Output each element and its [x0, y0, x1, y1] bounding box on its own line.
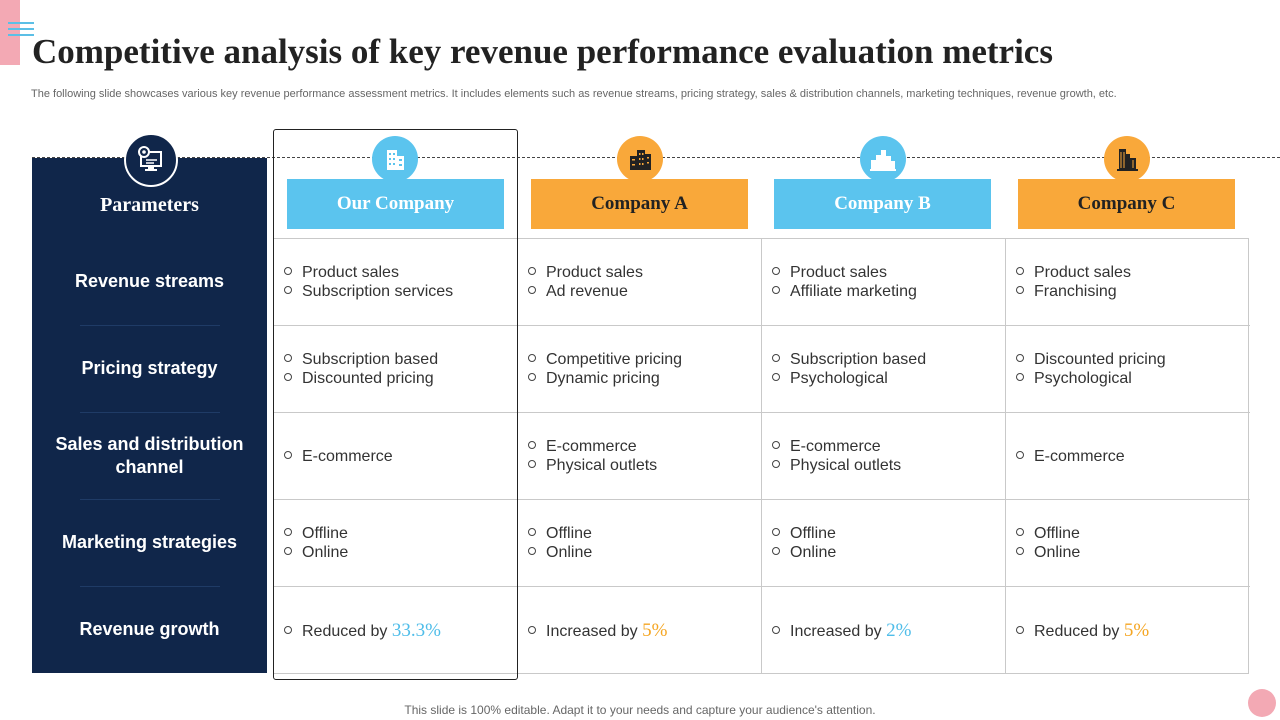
list-item: Offline	[284, 524, 517, 543]
table-cell: Offline Online	[1006, 500, 1250, 587]
list-item: E-commerce	[1016, 447, 1250, 466]
list-item: Physical outlets	[772, 456, 1005, 475]
row-label-sales-distribution: Sales and distribution channel	[55, 433, 244, 477]
table-cell: Offline Online	[762, 500, 1006, 587]
header-company-b: Company B	[774, 179, 991, 229]
list-item: Online	[1016, 543, 1250, 562]
menu-icon[interactable]	[8, 22, 34, 38]
list-item: Competitive pricing	[528, 350, 761, 369]
list-item: Online	[528, 543, 761, 562]
table-cell: Discounted pricing Psychological	[1006, 326, 1250, 413]
row-label-revenue-growth: Revenue growth	[79, 619, 220, 639]
table-cell: Product sales Ad revenue	[518, 239, 762, 326]
list-item: Product sales	[528, 263, 761, 282]
footer-note: This slide is 100% editable. Adapt it to…	[404, 703, 876, 717]
row-divider	[80, 412, 220, 413]
city-skyline-icon	[860, 136, 906, 182]
list-item: Product sales	[1016, 263, 1250, 282]
list-item: Psychological	[1016, 369, 1250, 388]
list-item: Ad revenue	[528, 282, 761, 301]
header-company-c: Company C	[1018, 179, 1235, 229]
table-cell: Competitive pricing Dynamic pricing	[518, 326, 762, 413]
list-item: Affiliate marketing	[772, 282, 1005, 301]
growth-value: 2%	[886, 619, 912, 641]
corner-tab	[0, 0, 20, 65]
list-item: Increased by 2%	[772, 621, 1005, 641]
list-item: Subscription based	[284, 350, 517, 369]
parameters-header: Parameters	[100, 194, 199, 216]
comparison-grid: Product sales Subscription services Prod…	[273, 238, 1250, 674]
list-item: Online	[284, 543, 517, 562]
list-item: E-commerce	[528, 437, 761, 456]
list-item: Discounted pricing	[284, 369, 517, 388]
table-cell: E-commerce	[1006, 413, 1250, 500]
header-company-a: Company A	[531, 179, 748, 229]
buildings-icon	[372, 136, 418, 182]
list-item: Physical outlets	[528, 456, 761, 475]
table-cell: E-commerce Physical outlets	[762, 413, 1006, 500]
table-cell: Reduced by 33.3%	[274, 587, 518, 674]
header-our-company: Our Company	[287, 179, 504, 229]
row-divider	[80, 586, 220, 587]
list-item: Franchising	[1016, 282, 1250, 301]
row-divider	[80, 499, 220, 500]
list-item: Subscription services	[284, 282, 517, 301]
monitor-gear-icon	[124, 133, 178, 187]
list-item: Online	[772, 543, 1005, 562]
list-item: Dynamic pricing	[528, 369, 761, 388]
table-cell: Increased by 5%	[518, 587, 762, 674]
list-item: Reduced by 33.3%	[284, 621, 517, 641]
row-label-pricing-strategy: Pricing strategy	[81, 358, 218, 378]
list-item: Discounted pricing	[1016, 350, 1250, 369]
growth-value: 5%	[642, 619, 668, 641]
list-item: Product sales	[284, 263, 517, 282]
list-item: E-commerce	[284, 447, 517, 466]
row-label-revenue-streams: Revenue streams	[74, 271, 225, 291]
tower-buildings-icon	[1104, 136, 1150, 182]
page-title: Competitive analysis of key revenue perf…	[32, 32, 1053, 71]
table-cell: Reduced by 5%	[1006, 587, 1250, 674]
office-buildings-icon	[617, 136, 663, 182]
page-subtitle: The following slide showcases various ke…	[31, 88, 1117, 100]
table-cell: Product sales Franchising	[1006, 239, 1250, 326]
row-divider	[80, 325, 220, 326]
parameters-panel	[32, 158, 267, 673]
growth-value: 33.3%	[391, 619, 441, 641]
our-company-highlight-box	[273, 129, 518, 680]
table-cell: Subscription based Psychological	[762, 326, 1006, 413]
list-item: Increased by 5%	[528, 621, 761, 641]
table-cell: Product sales Affiliate marketing	[762, 239, 1006, 326]
corner-circle	[1248, 689, 1276, 717]
table-cell: Offline Online	[274, 500, 518, 587]
list-item: Subscription based	[772, 350, 1005, 369]
list-item: Offline	[772, 524, 1005, 543]
table-cell: Increased by 2%	[762, 587, 1006, 674]
list-item: Offline	[1016, 524, 1250, 543]
table-cell: Subscription based Discounted pricing	[274, 326, 518, 413]
row-label-marketing-strategies: Marketing strategies	[61, 532, 238, 552]
list-item: Reduced by 5%	[1016, 621, 1250, 641]
list-item: Offline	[528, 524, 761, 543]
list-item: Product sales	[772, 263, 1005, 282]
list-item: Psychological	[772, 369, 1005, 388]
growth-value: 5%	[1123, 619, 1150, 641]
table-cell: E-commerce Physical outlets	[518, 413, 762, 500]
table-cell: Offline Online	[518, 500, 762, 587]
list-item: E-commerce	[772, 437, 1005, 456]
